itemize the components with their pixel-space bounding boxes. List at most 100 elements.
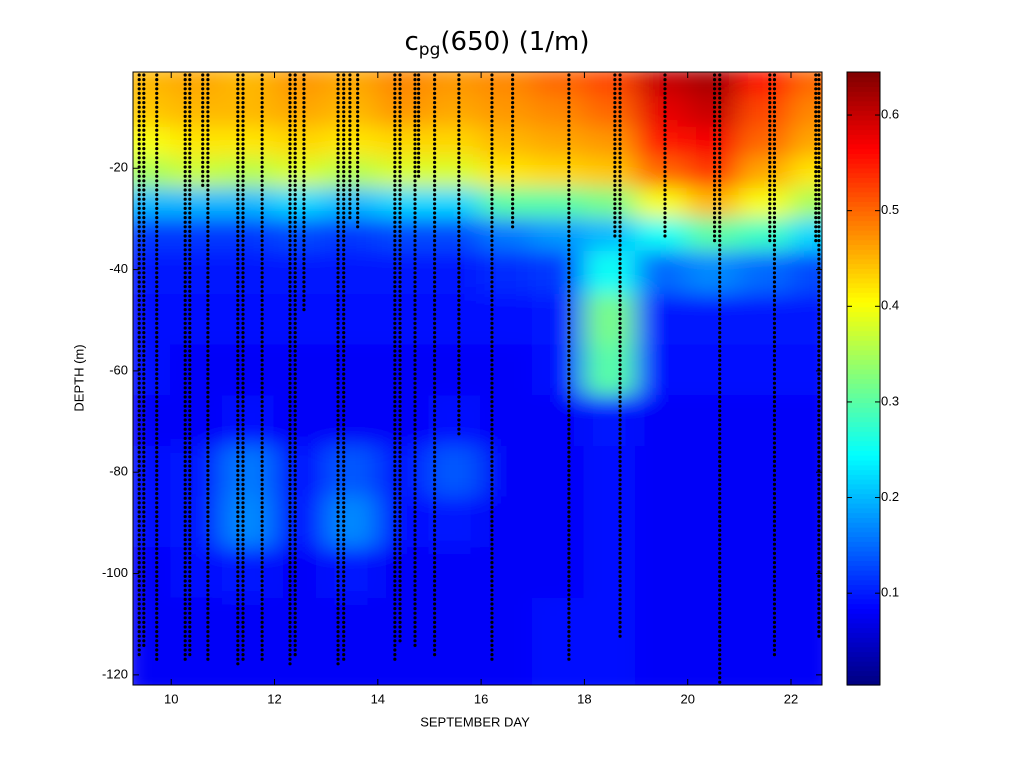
- colorbar-segment: [847, 603, 880, 609]
- field-cell: [583, 126, 638, 160]
- field-cell: [531, 72, 586, 99]
- chart-title: cpg(650) (1/m): [405, 27, 590, 61]
- colorbar-segment: [847, 91, 880, 97]
- colorbar-segment: [847, 143, 880, 150]
- field-cell: [531, 157, 586, 190]
- field-cell: [686, 344, 741, 398]
- colorbar-segment: [847, 421, 880, 427]
- colorbar-segment: [847, 431, 880, 437]
- colorbar-segment: [847, 210, 880, 217]
- colorbar-segment: [847, 665, 880, 672]
- field-cell: [635, 648, 689, 685]
- field-cell: [635, 597, 689, 651]
- colorbar-segment: [847, 100, 880, 107]
- colorbar-segment: [847, 225, 880, 231]
- field-cell: [273, 547, 328, 600]
- field-cell: [325, 293, 379, 347]
- colorbar-segment: [847, 239, 880, 246]
- field-cell: [428, 597, 483, 651]
- field-cell: [273, 597, 328, 651]
- field-cell: [583, 72, 638, 99]
- colorbar-segment: [847, 282, 880, 289]
- field-cell: [480, 72, 534, 99]
- field-cell: [583, 395, 638, 448]
- field-cell: [635, 157, 689, 190]
- field-cell: [221, 293, 276, 347]
- title-rest: (650) (1/m): [440, 27, 589, 57]
- field-cell: [428, 547, 483, 600]
- field-cell: [221, 157, 276, 190]
- colorbar-segment: [847, 675, 880, 681]
- field-cell: [325, 445, 379, 499]
- field-cell: [428, 217, 483, 253]
- colorbar-segment: [847, 546, 880, 552]
- field-cell: [583, 187, 638, 220]
- field-cell: [325, 547, 379, 600]
- field-cell: [583, 496, 638, 550]
- colorbar-segment: [847, 321, 880, 327]
- colorbar-segment: [847, 86, 880, 92]
- field-cell: [325, 395, 379, 448]
- field-cell: [221, 496, 276, 550]
- field-cell: [170, 445, 224, 499]
- colorbar-segment: [847, 680, 880, 686]
- field-cell: [738, 217, 793, 253]
- field-cell: [273, 445, 328, 499]
- colorbar-segment: [847, 234, 880, 241]
- field-cell: [531, 344, 586, 398]
- colorbar-segment: [847, 292, 880, 298]
- y-axis-label: DEPTH (m): [71, 344, 86, 411]
- field-cell: [325, 72, 379, 99]
- colorbar-segment: [847, 186, 880, 193]
- colorbar-segment: [847, 641, 880, 648]
- colorbar-tick-label: 0.1: [881, 585, 899, 600]
- y-tick-label: -60: [109, 362, 128, 377]
- colorbar-segment: [847, 344, 880, 351]
- field-cell: [480, 395, 534, 448]
- colorbar-tick-label: 0.2: [881, 489, 899, 504]
- casts: [137, 73, 821, 685]
- colorbar-segment: [847, 263, 880, 269]
- x-tick-label: 22: [784, 691, 798, 706]
- field-cell: [273, 72, 328, 99]
- field-cell: [635, 187, 689, 220]
- colorbar-segment: [847, 589, 880, 595]
- colorbar-segment: [847, 651, 880, 657]
- field-cell: [480, 496, 534, 550]
- colorbar-segment: [847, 220, 880, 226]
- field-cell: [635, 126, 689, 160]
- colorbar-segment: [847, 469, 880, 475]
- colorbar-segment: [847, 268, 880, 274]
- field-cell: [221, 344, 276, 398]
- colorbar-segment: [847, 316, 880, 322]
- field-cell: [635, 395, 689, 448]
- field-cell: [635, 96, 689, 129]
- colorbar-segment: [847, 119, 880, 126]
- colorbar-segment: [847, 306, 880, 313]
- field-cell: [583, 648, 638, 685]
- field-cell: [635, 250, 689, 296]
- field-cell: [273, 648, 328, 685]
- colorbar-segment: [847, 622, 880, 629]
- field-cell: [133, 395, 173, 448]
- colorbar-segment: [847, 397, 880, 404]
- colorbar-segment: [847, 129, 880, 135]
- colorbar-segment: [847, 273, 880, 279]
- colorbar-segment: [847, 95, 880, 102]
- field-cell: [738, 72, 793, 99]
- field-cell: [325, 217, 379, 253]
- field-cell: [273, 157, 328, 190]
- field-cell: [376, 648, 431, 685]
- field-cell: [480, 96, 534, 129]
- field-cell: [376, 96, 431, 129]
- field-cell: [376, 126, 431, 160]
- field-cell: [428, 187, 483, 220]
- colorbar-segment: [847, 455, 880, 461]
- colorbar-segment: [847, 598, 880, 605]
- field-cell: [273, 344, 328, 398]
- colorbar-segment: [847, 105, 880, 111]
- colorbar-segment: [847, 206, 880, 212]
- field-cell: [170, 344, 224, 398]
- x-tick-label: 12: [267, 691, 281, 706]
